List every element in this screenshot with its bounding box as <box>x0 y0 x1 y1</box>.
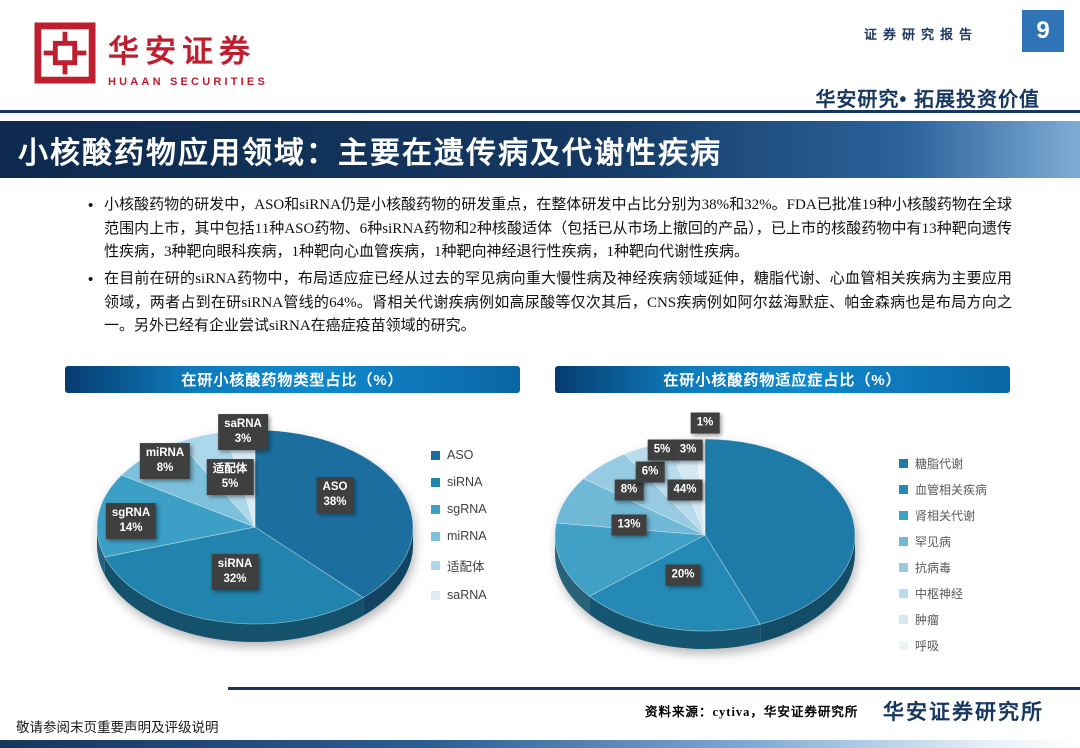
legend-swatch <box>431 504 440 514</box>
huaan-logo: 华安证券 HUAAN SECURITIES <box>34 22 268 88</box>
legend-swatch <box>899 485 908 494</box>
legend-swatch <box>899 563 908 572</box>
logo-text: 华安证券 HUAAN SECURITIES <box>108 26 268 88</box>
footer-divider <box>228 687 1080 690</box>
pie-data-label: 6% <box>635 461 665 483</box>
pie-data-label: miRNA 8% <box>139 443 191 479</box>
slide-header: 华安证券 HUAAN SECURITIES 证券研究报告 9 华安研究• 拓展投… <box>0 0 1080 113</box>
chart-panel-indications: 在研小核酸药物适应症占比（%） 糖脂代谢血管相关疾病 肾相关代谢罕见病抗病毒中枢神… <box>555 366 1010 662</box>
pie-slice <box>704 438 856 625</box>
legend-swatch <box>431 531 440 541</box>
pie-slice-side <box>589 596 761 649</box>
pie-data-label: saRNA 3% <box>218 414 268 450</box>
pie-chart-drug-types: ASO siRNA sgRNA miRNA 适配体 saRNA ASO 38% siRNA 32… <box>65 393 520 662</box>
legend-label: 抗病毒 <box>915 561 952 575</box>
pie-data-label: 44% <box>667 479 703 501</box>
legend-item: 呼吸 <box>899 637 987 654</box>
legend-item: 适配体 <box>431 556 487 575</box>
huaan-seal-icon <box>34 22 96 84</box>
pie-data-label: 1% <box>690 412 720 434</box>
pie-slice <box>555 522 707 597</box>
legend-item: 糖脂代谢 <box>899 455 987 472</box>
page-number-badge: 9 <box>1022 10 1064 52</box>
legend-swatch <box>431 561 440 570</box>
institute-name: 华安证券研究所 <box>883 701 1044 724</box>
legend-label: 肿瘤 <box>915 613 940 627</box>
pie-data-label: 20% <box>665 564 701 586</box>
legend-label: 呼吸 <box>915 639 940 653</box>
legend-label: 糖脂代谢 <box>915 457 964 471</box>
legend-label: siRNA <box>447 475 483 489</box>
pie-slice-side <box>104 556 364 642</box>
legend-item: 抗病毒 <box>899 559 987 576</box>
legend-label: 血管相关疾病 <box>915 483 988 497</box>
pie-data-label: 5% <box>647 439 677 461</box>
slide-title-bar: 小核酸药物应用领域：主要在遗传病及代谢性疾病 <box>0 121 1080 178</box>
pie-slice-side <box>555 535 590 615</box>
bullet-item: 在目前在研的siRNA药物中，布局适应症已经从过去的罕见病向重大慢性病及神经疾病… <box>86 268 1012 339</box>
legend-item: ASO <box>431 448 487 462</box>
legend-swatch <box>431 477 440 487</box>
pie-data-label: 13% <box>611 514 647 536</box>
pie-data-label: ASO 38% <box>316 477 354 513</box>
bottom-gradient-bar <box>0 740 1080 748</box>
slide-title: 小核酸药物应用领域：主要在遗传病及代谢性疾病 <box>18 136 722 170</box>
pie-data-label: sgRNA 14% <box>105 503 157 539</box>
pie-slice-side <box>363 527 413 616</box>
chart-title: 在研小核酸药物适应症占比（%） <box>663 372 902 389</box>
chart-title-bar: 在研小核酸药物类型占比（%） <box>65 366 520 393</box>
legend-item: 中枢神经 <box>899 585 987 602</box>
legend-swatch <box>431 590 440 600</box>
legend-label: 适配体 <box>447 560 485 574</box>
pie-slice-side <box>760 535 855 643</box>
pie-slice-side <box>97 527 105 575</box>
data-source-note: 资料来源：cytiva，华安证券研究所 <box>645 705 859 719</box>
legend-item: siRNA <box>431 475 487 489</box>
bullet-item: 小核酸药物的研发中，ASO和siRNA仍是小核酸药物的研发重点，在整体研发中占比… <box>86 194 1012 265</box>
logo-name-en: HUAAN SECURITIES <box>108 76 268 88</box>
header-divider <box>0 110 1080 113</box>
chart-title-bar: 在研小核酸药物适应症占比（%） <box>555 366 1010 393</box>
legend-label: miRNA <box>447 529 487 543</box>
pie-data-label: 8% <box>614 479 644 501</box>
legend-swatch <box>899 641 908 650</box>
legend-label: 罕见病 <box>915 535 952 549</box>
legend-label: 中枢神经 <box>915 587 964 601</box>
research-tagline: 华安研究• 拓展投资价值 <box>815 89 1040 111</box>
legend-label: ASO <box>447 448 474 462</box>
pie-data-label: 3% <box>673 439 703 461</box>
pie-slice <box>583 453 706 536</box>
legend-label: saRNA <box>447 588 487 602</box>
legend-swatch <box>899 589 908 598</box>
legend-swatch <box>899 615 908 624</box>
legend-item: 罕见病 <box>899 533 987 550</box>
bullet-list: 小核酸药物的研发中，ASO和siRNA仍是小核酸药物的研发重点，在整体研发中占比… <box>86 194 1012 342</box>
chart-panel-drug-types: 在研小核酸药物类型占比（%） ASO siRNA sgRNA miRNA 适配体 saRN… <box>65 366 520 662</box>
legend-swatch <box>899 537 908 546</box>
legend-item: 肾相关代谢 <box>899 507 987 524</box>
logo-name-cn: 华安证券 <box>108 34 256 69</box>
disclaimer-text: 敬请参阅末页重要声明及评级说明 <box>16 720 219 735</box>
pie-chart-indications: 糖脂代谢血管相关疾病 肾相关代谢罕见病抗病毒中枢神经肿瘤呼吸 44% 20% 13% 8… <box>555 393 1010 662</box>
report-type-label: 证券研究报告 <box>863 27 978 42</box>
legend-item: sgRNA <box>431 502 487 516</box>
pie-slice <box>555 478 706 536</box>
legend-item: 血管相关疾病 <box>899 481 987 498</box>
pie-data-label: 适配体 5% <box>206 459 254 495</box>
legend-label: 肾相关代谢 <box>915 509 976 523</box>
pie-slice <box>254 429 414 599</box>
pie-data-label: siRNA 32% <box>211 554 259 590</box>
legend-swatch <box>431 450 440 460</box>
legend-item: miRNA <box>431 529 487 543</box>
legend-swatch <box>899 459 908 468</box>
chart-legend: 糖脂代谢血管相关疾病 肾相关代谢罕见病抗病毒中枢神经肿瘤呼吸 <box>899 455 987 654</box>
legend-item: 肿瘤 <box>899 611 987 628</box>
chart-title: 在研小核酸药物类型占比（%） <box>181 372 404 389</box>
chart-legend: ASO siRNA sgRNA miRNA 适配体 saRNA <box>431 448 487 602</box>
legend-swatch <box>899 511 908 520</box>
legend-item: saRNA <box>431 588 487 602</box>
legend-label: sgRNA <box>447 502 487 516</box>
